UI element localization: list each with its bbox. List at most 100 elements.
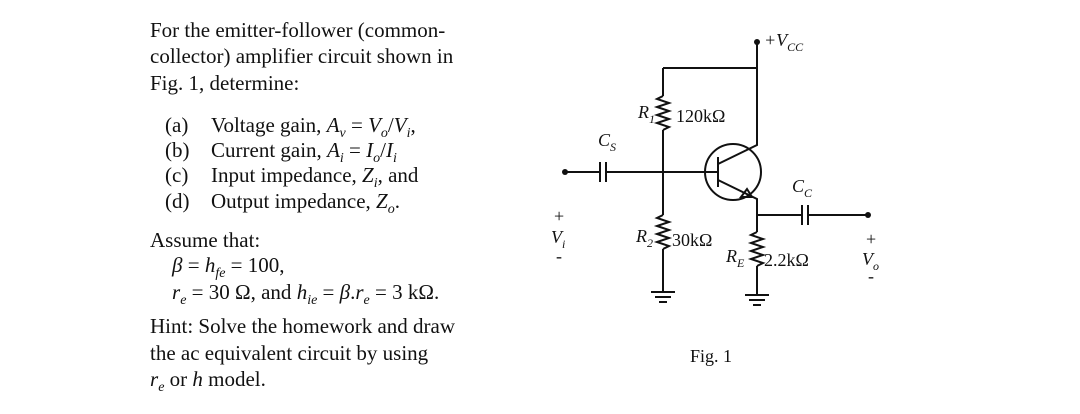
text-run: /	[387, 113, 394, 137]
text-run: Z	[362, 163, 374, 187]
vi-minus: -	[556, 246, 562, 266]
r2-value: 30kΩ	[672, 230, 712, 250]
vo-plus: +	[866, 229, 876, 249]
hint-line: the ac equivalent circuit by using	[150, 341, 429, 365]
question-part: (a) Voltage gain, Av = Vo/Vi,	[165, 113, 416, 141]
intro-line: Fig. 1, determine:	[150, 71, 300, 95]
intro-line: For the emitter-follower (common-	[150, 18, 446, 42]
subscript: S	[610, 140, 616, 154]
symbol: V	[551, 227, 564, 247]
text-run: =	[345, 113, 369, 137]
text-run: r	[150, 367, 159, 391]
text-run: v	[339, 126, 346, 141]
text-run: h	[204, 253, 216, 277]
text-run: I	[385, 138, 393, 162]
text-run: /	[380, 138, 386, 162]
transistor-emitter	[717, 179, 758, 232]
r1-value: 120kΩ	[676, 106, 725, 126]
transistor	[704, 143, 762, 201]
part-label: (b)	[165, 138, 190, 162]
text-run: e	[363, 293, 370, 308]
assume-line: β = hfe = 100,	[172, 253, 285, 281]
symbol: R	[635, 226, 647, 246]
text-run: , and	[377, 163, 419, 187]
symbol: R	[637, 102, 649, 122]
part-label: (a)	[165, 113, 189, 137]
subscript: E	[736, 256, 745, 270]
text-run: =	[317, 280, 340, 304]
text-run: fe	[215, 266, 226, 281]
text-run: Voltage gain,	[211, 113, 327, 137]
text-run: = 100,	[225, 253, 285, 277]
resistor-re	[747, 231, 767, 267]
subscript: 1	[649, 112, 655, 126]
assume-line: re = 30 Ω, and hie = β.re = 3 kΩ.	[172, 280, 439, 308]
text-run: A	[326, 113, 340, 137]
vi-label: Vi	[551, 227, 565, 251]
vo-label: Vo	[862, 249, 879, 273]
symbol: +V	[764, 30, 789, 50]
text-run: i	[373, 176, 378, 191]
text-run: o	[373, 151, 381, 166]
cc-label: CC	[792, 176, 813, 200]
subscript: 2	[647, 236, 653, 250]
symbol: C	[792, 176, 805, 196]
text-run: h	[192, 367, 203, 391]
r1-label: R1	[637, 102, 655, 126]
text-run: β	[172, 253, 183, 277]
symbol: V	[862, 249, 875, 269]
subscript: i	[562, 237, 565, 251]
intro-line: collector) amplifier circuit shown in	[150, 44, 454, 68]
text-run: =	[182, 253, 205, 277]
part-label: (c)	[165, 163, 189, 187]
text-run: e	[158, 380, 165, 395]
cs-label: CS	[598, 130, 616, 154]
subscript: C	[804, 186, 813, 200]
vi-plus: +	[554, 206, 564, 226]
text-run: .	[350, 280, 356, 304]
re-label: RE	[725, 246, 745, 270]
question-part: (b) Current gain, Ai = Io/Ii	[165, 138, 397, 166]
text-run: o	[387, 202, 395, 217]
text-run: Current gain,	[211, 138, 328, 162]
symbol: R	[725, 246, 737, 266]
hint-line: Hint: Solve the homework and draw	[150, 314, 456, 338]
text-run: I	[366, 138, 374, 162]
text-run: r	[355, 280, 364, 304]
symbol: C	[598, 130, 611, 150]
text-run: = 3 kΩ.	[369, 280, 440, 304]
text-run: model.	[202, 367, 266, 391]
subscript: o	[873, 259, 879, 273]
text-run: V	[393, 113, 407, 137]
text-run: =	[343, 138, 367, 162]
question-part: (d) Output impedance, Zo.	[165, 189, 400, 217]
text-run: i	[339, 151, 344, 166]
output-node	[865, 212, 871, 218]
text-run: = 30 Ω, and	[186, 280, 297, 304]
text-run: o	[380, 126, 388, 141]
transistor-collector	[717, 68, 758, 165]
text-run: .	[394, 189, 400, 213]
part-label: (d)	[165, 189, 190, 213]
r2-label: R2	[635, 226, 653, 250]
text-run: β	[339, 280, 351, 304]
text-run: ,	[410, 113, 416, 137]
text-run: Z	[376, 189, 388, 213]
text-run: Output impedance,	[211, 189, 377, 213]
vo-minus: -	[868, 266, 874, 286]
re-value: 2.2kΩ	[764, 250, 809, 270]
figure-caption: Fig. 1	[690, 346, 732, 366]
vcc-label: +VCC	[764, 30, 804, 54]
assume-heading: Assume that:	[150, 228, 261, 252]
text-run: or	[164, 367, 193, 391]
text-run: ie	[307, 293, 318, 308]
text-run: V	[368, 113, 381, 137]
subscript: CC	[787, 40, 804, 54]
resistor-r1	[653, 95, 673, 131]
text-run: Input impedance,	[211, 163, 363, 187]
text-run: e	[180, 293, 187, 308]
question-part: (c) Input impedance, Zi, and	[165, 163, 418, 191]
text-run: i	[406, 126, 411, 141]
